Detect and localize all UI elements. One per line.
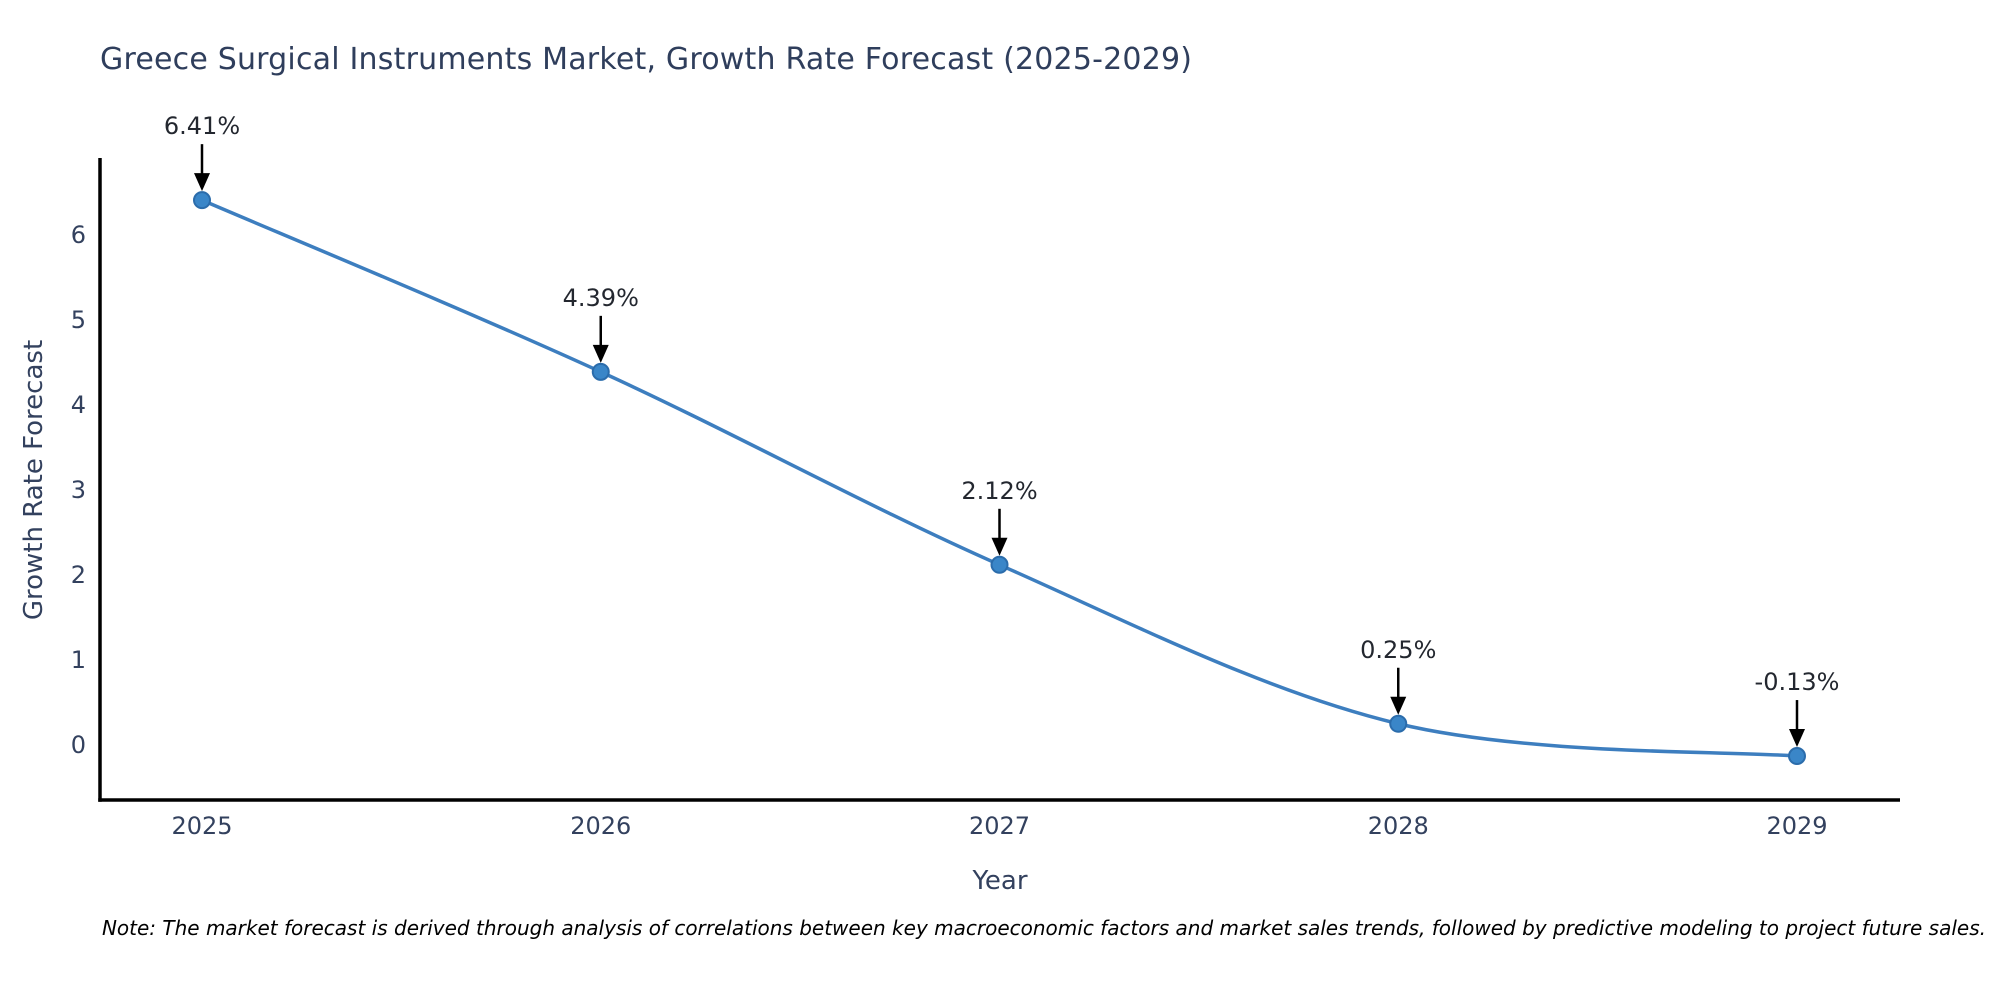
y-tick-label: 3 — [71, 476, 86, 504]
annotation-arrowhead — [194, 173, 210, 192]
y-tick-label: 6 — [71, 221, 86, 249]
data-point-label: -0.13% — [1755, 668, 1840, 696]
chart-title: Greece Surgical Instruments Market, Grow… — [100, 42, 1193, 77]
y-tick-label: 2 — [71, 561, 86, 589]
data-point-marker — [1389, 714, 1408, 733]
data-point-label: 2.12% — [961, 477, 1037, 505]
x-tick-label: 2025 — [171, 812, 232, 840]
x-tick-label: 2029 — [1766, 812, 1827, 840]
x-tick-label: 2026 — [570, 812, 631, 840]
x-axis-title: Year — [972, 866, 1028, 896]
x-tick-label: 2028 — [1368, 812, 1429, 840]
annotation-arrowhead — [991, 537, 1008, 556]
x-tick-label: 2027 — [969, 812, 1030, 840]
data-point-marker — [1788, 747, 1806, 766]
y-tick-label: 5 — [71, 306, 86, 334]
annotation-arrowhead — [592, 344, 609, 363]
y-tick-label: 4 — [71, 391, 86, 419]
data-point-marker — [990, 555, 1009, 574]
data-point-marker — [591, 362, 610, 381]
data-point-label: 0.25% — [1360, 636, 1436, 664]
data-point-label: 4.39% — [563, 284, 639, 312]
footnote: Note: The market forecast is derived thr… — [101, 916, 1986, 940]
annotation-arrowhead — [1390, 696, 1407, 715]
data-point-marker — [193, 191, 211, 210]
y-tick-label: 0 — [71, 731, 86, 759]
y-tick-label: 1 — [71, 646, 86, 674]
annotation-arrowhead — [1789, 729, 1805, 748]
data-point-label: 6.41% — [164, 112, 240, 140]
